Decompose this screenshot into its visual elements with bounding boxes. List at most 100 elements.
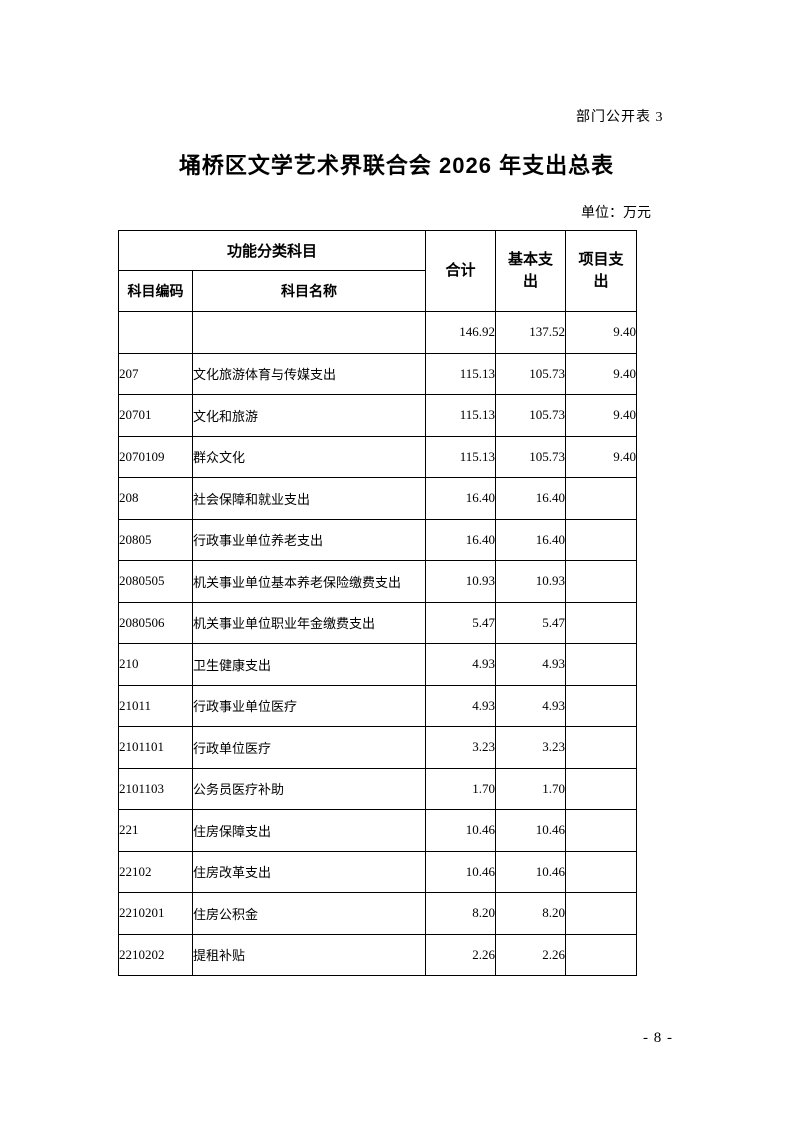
cell-basic-expenditure: 10.93 (495, 560, 567, 603)
cell-basic-expenditure: 3.23 (495, 726, 567, 769)
cell-project-expenditure: 9.40 (565, 311, 638, 354)
cell-basic-expenditure: 2.26 (495, 933, 567, 976)
header-basic-expenditure-label: 基本支出 (508, 251, 554, 290)
cell-total: 4.93 (425, 643, 497, 686)
cell-project-expenditure (565, 933, 638, 976)
table-row: 21011 行政事业单位医疗 4.93 4.93 (118, 684, 638, 727)
cell-subject-name: 住房公积金 (191, 892, 427, 935)
table-row: 20805 行政事业单位养老支出 16.40 16.40 (118, 518, 638, 561)
cell-project-expenditure (565, 684, 638, 727)
cell-subject-code: 20805 (118, 518, 193, 561)
cell-subject-name: 机关事业单位职业年金缴费支出 (191, 601, 427, 644)
table-row: 146.92 137.52 9.40 (118, 311, 638, 354)
cell-subject-code (118, 311, 193, 354)
cell-subject-name: 提租补贴 (191, 933, 427, 976)
cell-subject-name: 住房改革支出 (191, 850, 427, 893)
cell-total: 8.20 (425, 892, 497, 935)
cell-subject-name: 文化旅游体育与传媒支出 (191, 352, 427, 395)
header-function-group: 功能分类科目 (117, 230, 427, 271)
cell-subject-name: 群众文化 (191, 435, 427, 478)
header-subject-name: 科目名称 (191, 270, 427, 312)
header-project-expenditure: 项目支出 (565, 230, 638, 312)
page-number: - 8 - (643, 1030, 673, 1046)
cell-subject-code: 21011 (118, 684, 193, 727)
cell-project-expenditure (565, 560, 638, 603)
cell-project-expenditure (565, 809, 638, 852)
table-row: 2080506 机关事业单位职业年金缴费支出 5.47 5.47 (118, 601, 638, 644)
page-title: 埇桥区文学艺术界联合会 2026 年支出总表 (178, 153, 615, 178)
cell-subject-name: 公务员医疗补助 (191, 767, 427, 810)
cell-total: 5.47 (425, 601, 497, 644)
cell-total: 146.92 (425, 311, 497, 354)
unit-note: 单位：万元 (581, 206, 651, 221)
table-row: 2080505 机关事业单位基本养老保险缴费支出 10.93 10.93 (118, 560, 638, 603)
cell-subject-code: 210 (118, 643, 193, 686)
cell-subject-code: 2101103 (118, 767, 193, 810)
cell-project-expenditure (565, 726, 638, 769)
cell-total: 2.26 (425, 933, 497, 976)
cell-total: 115.13 (425, 435, 497, 478)
cell-project-expenditure (565, 643, 638, 686)
cell-subject-code: 20701 (118, 394, 193, 437)
cell-basic-expenditure: 105.73 (495, 435, 567, 478)
cell-project-expenditure: 9.40 (565, 435, 638, 478)
cell-total: 4.93 (425, 684, 497, 727)
table-row: 2101101 行政单位医疗 3.23 3.23 (118, 726, 638, 769)
cell-basic-expenditure: 5.47 (495, 601, 567, 644)
doc-label: 部门公开表 3 (576, 110, 664, 125)
cell-subject-name: 机关事业单位基本养老保险缴费支出 (191, 560, 427, 603)
cell-subject-name: 住房保障支出 (191, 809, 427, 852)
table-row: 2210201 住房公积金 8.20 8.20 (118, 892, 638, 935)
cell-subject-code: 207 (118, 352, 193, 395)
table-row: 20701 文化和旅游 115.13 105.73 9.40 (118, 394, 638, 437)
cell-project-expenditure (565, 518, 638, 561)
header-subject-code: 科目编码 (118, 270, 193, 312)
cell-total: 16.40 (425, 518, 497, 561)
cell-basic-expenditure: 137.52 (495, 311, 567, 354)
table-row: 208 社会保障和就业支出 16.40 16.40 (118, 477, 638, 520)
table-row: 221 住房保障支出 10.46 10.46 (118, 809, 638, 852)
cell-project-expenditure (565, 601, 638, 644)
cell-subject-name: 行政单位医疗 (191, 726, 427, 769)
cell-subject-code: 2080505 (118, 560, 193, 603)
table-row: 2101103 公务员医疗补助 1.70 1.70 (118, 767, 638, 810)
cell-total: 10.46 (425, 809, 497, 852)
cell-total: 16.40 (425, 477, 497, 520)
cell-subject-name: 文化和旅游 (191, 394, 427, 437)
cell-total: 1.70 (425, 767, 497, 810)
cell-project-expenditure (565, 477, 638, 520)
cell-project-expenditure (565, 892, 638, 935)
cell-basic-expenditure: 105.73 (495, 394, 567, 437)
table-row: 210 卫生健康支出 4.93 4.93 (118, 643, 638, 686)
cell-basic-expenditure: 8.20 (495, 892, 567, 935)
cell-basic-expenditure: 16.40 (495, 518, 567, 561)
table-row: 207 文化旅游体育与传媒支出 115.13 105.73 9.40 (118, 352, 638, 395)
cell-subject-code: 22102 (118, 850, 193, 893)
cell-total: 10.46 (425, 850, 497, 893)
cell-total: 115.13 (425, 352, 497, 395)
cell-project-expenditure: 9.40 (565, 394, 638, 437)
cell-basic-expenditure: 10.46 (495, 809, 567, 852)
table-row: 22102 住房改革支出 10.46 10.46 (118, 850, 638, 893)
cell-basic-expenditure: 10.46 (495, 850, 567, 893)
cell-subject-code: 208 (118, 477, 193, 520)
cell-subject-code: 2080506 (118, 601, 193, 644)
cell-subject-code: 2101101 (118, 726, 193, 769)
table-body: 146.92 137.52 9.40 207 文化旅游体育与传媒支出 115.13 105.… (118, 311, 638, 976)
cell-basic-expenditure: 4.93 (495, 643, 567, 686)
cell-subject-code: 2210201 (118, 892, 193, 935)
table-row: 2070109 群众文化 115.13 105.73 9.40 (118, 435, 638, 478)
cell-total: 115.13 (425, 394, 497, 437)
cell-subject-name: 社会保障和就业支出 (191, 477, 427, 520)
cell-basic-expenditure: 105.73 (495, 352, 567, 395)
cell-project-expenditure (565, 850, 638, 893)
header-project-expenditure-label: 项目支出 (578, 251, 624, 290)
cell-total: 10.93 (425, 560, 497, 603)
header-total: 合计 (425, 230, 497, 312)
cell-basic-expenditure: 16.40 (495, 477, 567, 520)
cell-subject-code: 2210202 (118, 933, 193, 976)
header-basic-expenditure: 基本支出 (495, 230, 567, 312)
cell-basic-expenditure: 4.93 (495, 684, 567, 727)
cell-total: 3.23 (425, 726, 497, 769)
